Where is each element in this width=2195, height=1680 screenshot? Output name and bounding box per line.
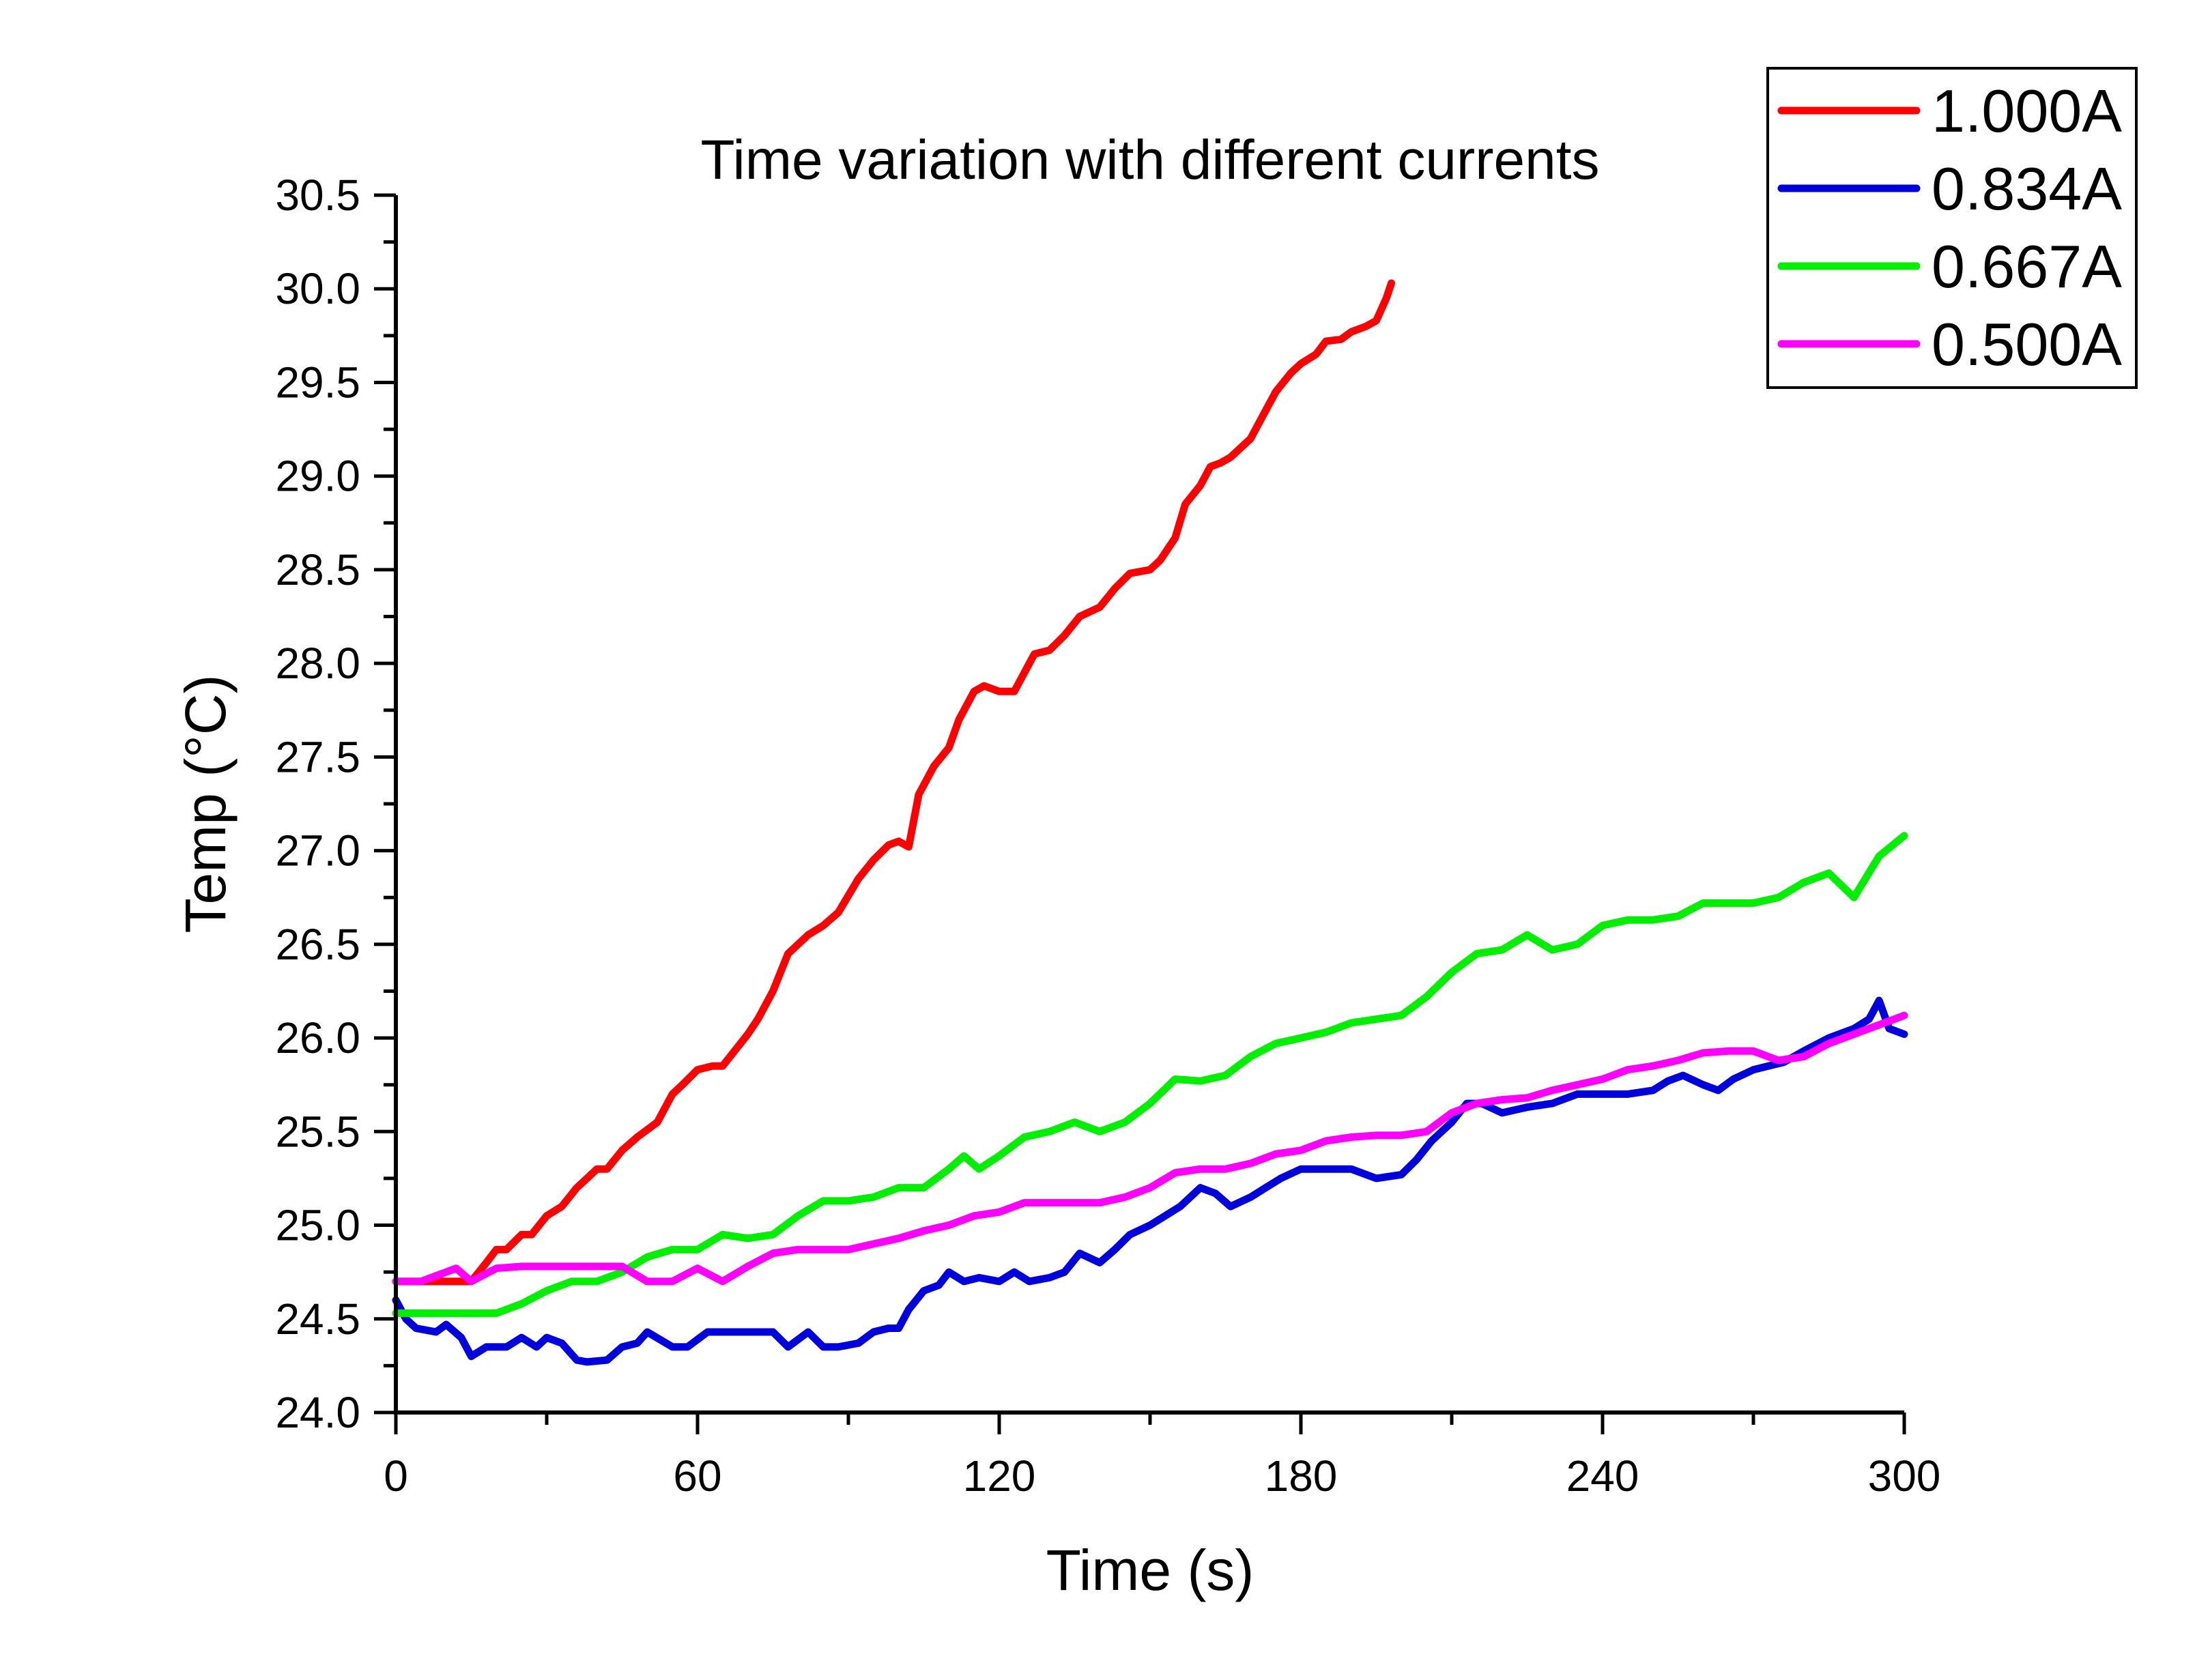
x-tick-label: 120	[963, 1451, 1036, 1501]
series-line-1	[392, 279, 1396, 1286]
y-axis-title: Temp (°C)	[173, 675, 238, 933]
legend-label: 0.667A	[1932, 233, 2122, 300]
chart-title: Time variation with different currents	[700, 129, 1599, 191]
x-tick-label: 180	[1265, 1451, 1338, 1501]
y-tick-label: 30.0	[275, 264, 360, 313]
y-tick-label: 26.0	[275, 1013, 360, 1062]
y-tick-label: 26.5	[275, 920, 360, 969]
legend-label: 0.834A	[1932, 155, 2122, 222]
x-tick-label: 240	[1566, 1451, 1639, 1501]
x-tick-labels: 0 60 120 180 240 300	[384, 1451, 1940, 1501]
series-line-3	[392, 832, 1908, 1317]
x-tick-label: 60	[673, 1451, 721, 1501]
y-tick-label: 28.0	[275, 639, 360, 688]
y-tick-label: 24.0	[275, 1388, 360, 1437]
y-tick-label: 29.5	[275, 358, 360, 407]
y-tick-label: 25.0	[275, 1201, 360, 1250]
y-tick-label: 25.5	[275, 1107, 360, 1156]
y-tick-label: 30.5	[275, 171, 360, 220]
x-tick-label: 0	[384, 1451, 408, 1501]
legend: 1.000A 0.834A 0.667A 0.500A	[1766, 67, 2138, 389]
y-tick-labels: 24.0 24.5 25.0 25.5 26.0 26.5 27.0 27.5 28.0 28.5…	[275, 171, 360, 1437]
series-line-2	[392, 996, 1908, 1366]
y-tick-label: 28.5	[275, 545, 360, 594]
legend-box	[1766, 67, 2138, 389]
series-layer	[392, 279, 1908, 1366]
x-axis-title: Time (s)	[1046, 1538, 1254, 1602]
legend-label: 1.000A	[1932, 77, 2122, 145]
series-line-4	[392, 1011, 1908, 1286]
y-tick-label: 29.0	[275, 452, 360, 501]
y-tick-label: 27.5	[275, 732, 360, 781]
legend-label: 0.500A	[1932, 310, 2122, 378]
axes	[374, 193, 1906, 1434]
x-tick-label: 300	[1868, 1451, 1941, 1501]
y-tick-label: 24.5	[275, 1294, 360, 1344]
y-tick-label: 27.0	[275, 826, 360, 875]
